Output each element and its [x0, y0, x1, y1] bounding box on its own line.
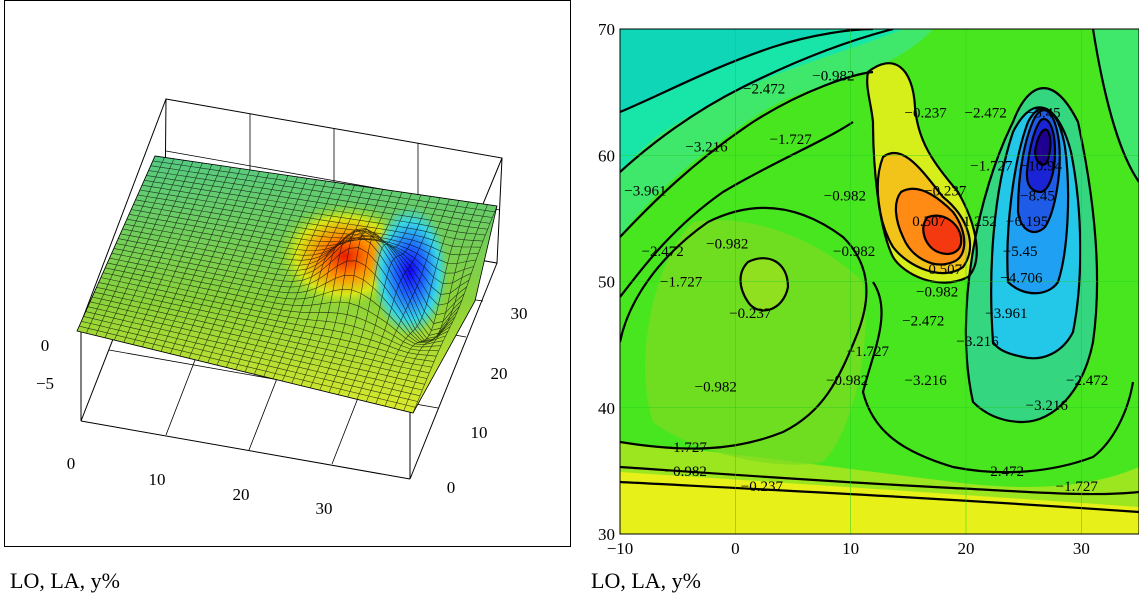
mesh-line [403, 204, 488, 411]
mesh-line [366, 198, 450, 402]
x-tick-label: 0 [67, 454, 76, 473]
mesh-line [148, 170, 491, 224]
contour-value-label: −1.727 [1056, 479, 1099, 495]
x-tick-label: 20 [233, 485, 250, 504]
contour-value-label: −1.727 [770, 132, 813, 148]
contour-field [620, 29, 1139, 534]
contour-value-label: −8.45 [1020, 189, 1055, 205]
contour-value-label: −3.216 [905, 373, 948, 389]
contour-value-label: −0.982 [695, 379, 737, 395]
contour-value-label: −0.982 [826, 373, 868, 389]
contour-value-label: −0.982 [665, 464, 707, 480]
contour-value-label: −1.727 [970, 158, 1013, 174]
contour-value-label: −0.982 [916, 285, 958, 301]
surface-tick-labels: 0 10 20 30 0 10 20 30 0 −5 [36, 304, 528, 518]
contour-grid [620, 29, 1139, 534]
mesh-line [146, 175, 488, 230]
y-tick-label: 40 [598, 399, 615, 418]
contour-plot-svg: −2.472 −0.982 −0.237 −2.472 −5.45 −1.727 −3.21… [598, 20, 1139, 557]
surface-mesh [77, 156, 497, 413]
y-tick-label: 50 [598, 273, 615, 292]
contour-labels: −2.472 −0.982 −0.237 −2.472 −5.45 −1.727 −3.21… [624, 69, 1108, 495]
contour-frame [619, 28, 1139, 535]
x-tick-label: 10 [842, 539, 859, 557]
y-tick-label: 20 [491, 364, 508, 383]
contour-value-label: −5.45 [1026, 105, 1061, 121]
mesh-line [144, 180, 486, 236]
contour-value-label: −3.961 [985, 306, 1027, 322]
contour-value-label: −3.216 [685, 139, 728, 155]
contour-value-label: −4.706 [1000, 271, 1043, 287]
x-tick-label: 10 [149, 470, 166, 489]
contour-value-label: −2.472 [642, 244, 684, 260]
contour-value-label: −2.472 [982, 464, 1024, 480]
contour-value-label: −0.982 [833, 244, 875, 260]
contour-value-label: −6.195 [1006, 214, 1048, 230]
contour-caption: LO, LA, y% [591, 568, 701, 593]
contour-value-label: −5.45 [1003, 244, 1038, 260]
contour-value-label: −3.961 [624, 184, 666, 200]
contour-value-label: −3.216 [956, 334, 999, 350]
mesh-line [394, 203, 479, 409]
surface-plot-panel: 0 10 20 30 0 10 20 30 0 −5 [4, 0, 571, 547]
contour-value-label: −2.472 [1066, 373, 1108, 389]
mesh-line [152, 160, 495, 213]
contour-lines [620, 29, 1139, 514]
y-tick-label: 30 [598, 525, 615, 544]
y-tick-label: 70 [598, 20, 615, 39]
y-tick-label: 30 [511, 304, 528, 323]
contour-value-label: −0.982 [706, 237, 748, 253]
contour-value-label: −0.237 [924, 184, 967, 200]
x-tick-label: −10 [607, 539, 634, 557]
contour-value-label: −2.472 [902, 314, 944, 330]
contour-value-label: −0.237 [729, 306, 772, 322]
z-tick-label: 0 [41, 336, 50, 355]
contour-value-label: −0.982 [824, 189, 866, 205]
mesh-line [141, 184, 484, 242]
surface-caption: LO, LA, y% [10, 568, 120, 593]
contour-value-label: −1.727 [660, 275, 703, 291]
contour-value-label: 1.252 [963, 214, 997, 230]
contour-value-label: −2.472 [964, 105, 1006, 121]
contour-value-label: −0.237 [905, 105, 948, 121]
x-tick-label: 20 [958, 539, 975, 557]
contour-value-label: −1.727 [847, 344, 890, 360]
z-tick-label: −5 [36, 374, 54, 393]
mesh-line [375, 200, 460, 405]
contour-value-label: 0.507 [912, 214, 946, 230]
mesh-line [150, 165, 493, 218]
contour-value-label: −2.472 [743, 81, 785, 97]
y-tick-label: 0 [447, 478, 456, 497]
contour-value-label: −1.727 [665, 440, 708, 456]
mesh-line [412, 205, 497, 413]
mesh-line [384, 201, 469, 407]
contour-value-label: 0.507 [928, 262, 962, 278]
contour-value-label: −0.237 [741, 479, 784, 495]
x-tick-label: 30 [1073, 539, 1090, 557]
y-tick-label: 60 [598, 146, 615, 165]
contour-value-label: −0.982 [812, 69, 854, 85]
contour-value-label: −3.216 [1026, 398, 1069, 414]
surface-plot-svg: 0 10 20 30 0 10 20 30 0 −5 [36, 98, 528, 518]
contour-axis-ticks: −10 0 10 20 30 30 40 50 60 70 [598, 20, 1090, 557]
x-tick-label: 30 [316, 499, 333, 518]
x-tick-label: 0 [731, 539, 740, 557]
y-tick-label: 10 [471, 423, 488, 442]
contour-value-label: −10.94 [1020, 158, 1063, 174]
